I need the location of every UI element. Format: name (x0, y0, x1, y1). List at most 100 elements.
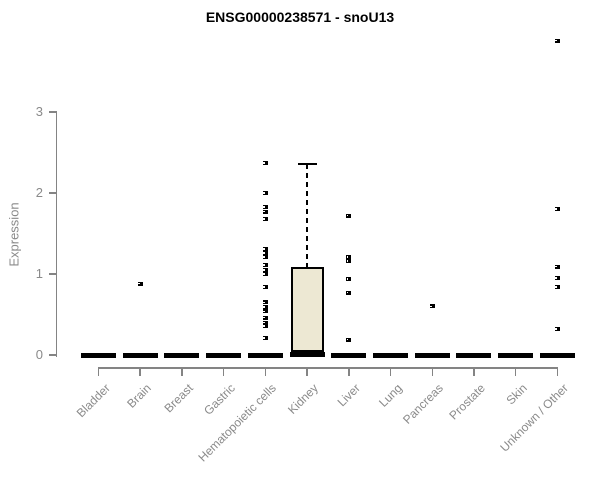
outlier-notch (263, 210, 265, 213)
y-tick-label: 3 (35, 104, 43, 119)
whisker-cap (297, 162, 317, 166)
outlier-notch (263, 269, 265, 271)
median-bar (331, 352, 367, 358)
x-tick-label: Prostate (446, 381, 488, 423)
outlier-point (262, 272, 268, 276)
outlier-notch (263, 256, 265, 258)
outlier-notch (263, 218, 265, 220)
outlier-point (262, 284, 268, 289)
outlier-notch (346, 338, 349, 341)
x-tick-label: Liver (334, 381, 363, 410)
median-bar (247, 352, 283, 358)
x-tick-label: Breast (161, 381, 196, 416)
x-tick (348, 368, 350, 376)
outlier-point (554, 38, 560, 43)
y-tick-label: 1 (35, 266, 43, 281)
median-bar (164, 352, 200, 358)
x-tick-label: Brain (124, 381, 155, 411)
x-tick-label: Skin (503, 381, 530, 408)
outlier-notch (263, 301, 265, 304)
outlier-notch (555, 265, 557, 268)
outlier-point (262, 263, 268, 268)
outlier-point (262, 216, 268, 221)
x-tick (139, 368, 141, 376)
median-bar (122, 352, 158, 358)
outlier-point (262, 300, 268, 305)
y-axis-line (55, 111, 57, 357)
chart-title: ENSG00000238571 - snoU13 (205, 9, 395, 25)
outlier-notch (263, 264, 265, 266)
x-tick (264, 368, 267, 376)
x-tick-label: Gastric (200, 381, 238, 418)
outlier-point (262, 267, 268, 272)
outlier-notch (346, 214, 349, 217)
outlier-notch (263, 252, 265, 254)
outlier-notch (263, 273, 265, 275)
median-bar (539, 352, 575, 358)
box (290, 266, 324, 352)
outlier-notch (555, 208, 557, 210)
outlier-notch (555, 286, 557, 288)
y-tick (48, 111, 56, 113)
median-bar (456, 352, 492, 358)
x-tick (181, 368, 183, 376)
x-tick (556, 368, 559, 376)
outlier-point (346, 254, 352, 259)
outlier-point (554, 327, 560, 332)
outlier-notch (263, 306, 265, 308)
median-bar (289, 351, 325, 357)
outlier-notch (263, 192, 265, 194)
outlier-notch (346, 256, 349, 258)
outlier-point (262, 320, 268, 325)
outlier-notch (346, 260, 349, 262)
median-bar (498, 352, 534, 358)
x-tick-label: Kidney (285, 381, 321, 417)
outlier-notch (263, 310, 265, 312)
outlier-point (554, 264, 560, 269)
outlier-notch (263, 321, 265, 324)
outlier-point (262, 309, 268, 314)
median-bar (373, 352, 409, 358)
outlier-point (262, 204, 268, 209)
y-tick (48, 192, 56, 194)
x-tick (306, 368, 308, 376)
outlier-notch (263, 248, 265, 250)
outlier-point (262, 335, 268, 340)
outlier-point (554, 207, 560, 212)
outlier-notch (555, 328, 557, 330)
outlier-notch (263, 286, 265, 288)
x-tick-label: Hematopoietic cells (195, 381, 280, 465)
x-tick (431, 368, 433, 376)
x-tick-label: Bladder (73, 381, 113, 421)
outlier-point (346, 259, 352, 264)
outlier-notch (263, 316, 265, 319)
outlier-notch (263, 162, 265, 164)
outlier-notch (346, 291, 349, 294)
outlier-point (137, 281, 143, 286)
y-tick (48, 354, 56, 356)
y-tick-label: 0 (35, 347, 43, 362)
outlier-point (262, 209, 268, 214)
outlier-point (262, 315, 268, 320)
x-tick-label: Lung (375, 381, 405, 410)
outlier-notch (263, 206, 265, 208)
whisker (306, 163, 309, 267)
x-axis-line (97, 367, 559, 369)
y-tick-label: 2 (35, 185, 43, 200)
x-tick (514, 368, 517, 376)
outlier-notch (263, 337, 265, 339)
y-tick (48, 273, 56, 275)
outlier-notch (138, 282, 140, 285)
outlier-point (346, 276, 352, 281)
outlier-point (262, 246, 268, 251)
median-bar (206, 352, 242, 358)
outlier-notch (430, 305, 432, 308)
outlier-notch (346, 278, 349, 280)
outlier-notch (555, 39, 557, 42)
outlier-point (346, 337, 352, 342)
outlier-point (346, 213, 352, 218)
median-bar (81, 352, 116, 358)
x-tick (97, 368, 100, 376)
outlier-point (262, 305, 268, 310)
outlier-point (262, 254, 268, 259)
